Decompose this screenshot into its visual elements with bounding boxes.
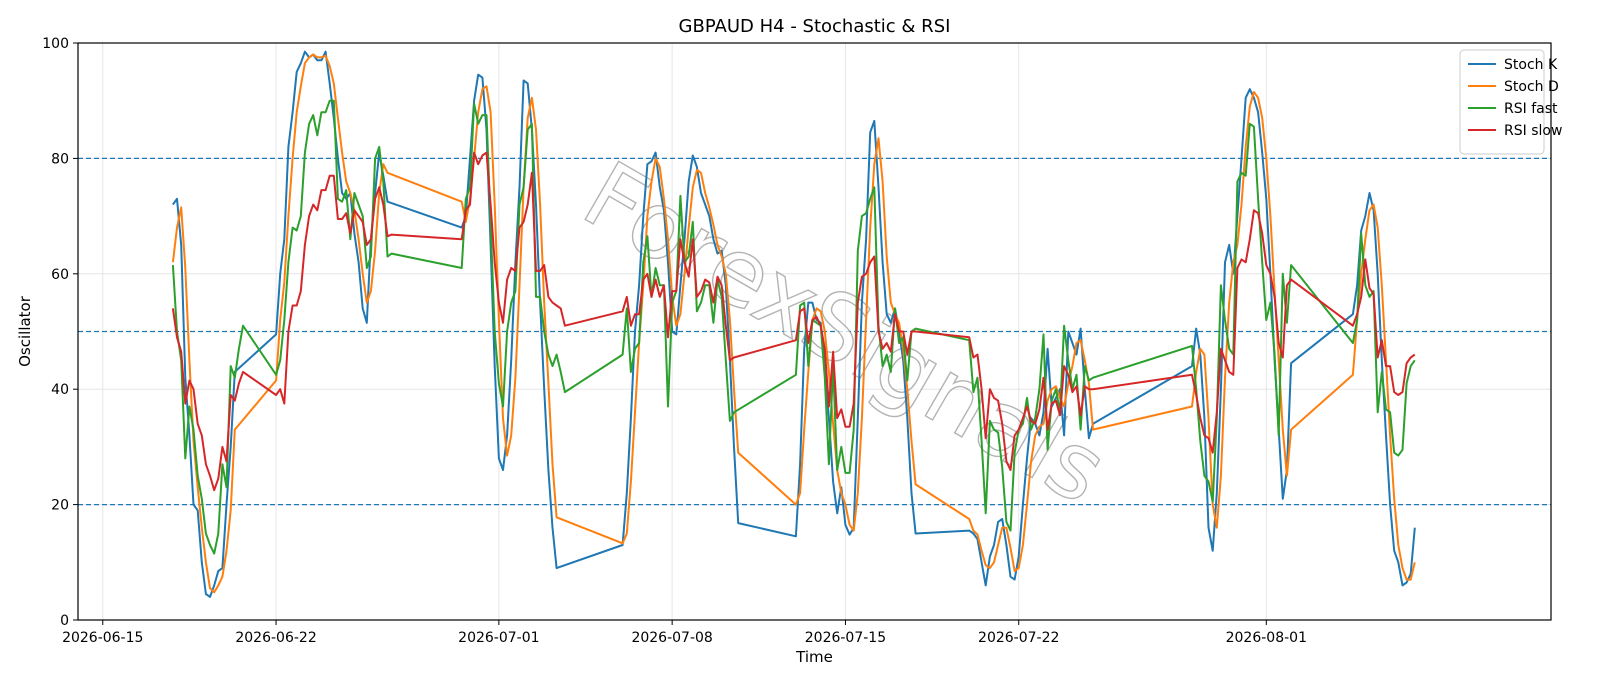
reference-lines (78, 157, 1551, 506)
y-tick-label: 60 (51, 267, 69, 283)
series-layer (171, 50, 1416, 598)
x-tick-label: 2026-08-01 (1226, 630, 1307, 646)
legend-label: Stoch K (1504, 57, 1558, 73)
x-tick-label: 2026-06-22 (235, 630, 316, 646)
x-tick-label: 2026-07-15 (805, 630, 886, 646)
y-tick-label: 40 (51, 382, 69, 398)
legend-box (1459, 49, 1545, 155)
series-line-rsi-slow (171, 151, 1416, 492)
plot-frame (77, 42, 1552, 621)
x-axis-title: Time (795, 648, 833, 666)
legend: Stoch K Stoch D RSI fast RSI slow (1459, 49, 1562, 155)
chart-title: GBPAUD H4 - Stochastic & RSI (679, 16, 951, 37)
legend-label: Stoch D (1504, 79, 1559, 95)
y-axis-title: Oscillator (16, 295, 34, 367)
y-tick-label: 20 (51, 498, 69, 514)
y-axis-ticks: 0 20 40 60 80 100 (42, 36, 78, 629)
series-line-stoch-d (171, 53, 1416, 594)
x-axis-ticks: 2026-06-15 2026-06-22 2026-07-01 2026-07-08… (62, 620, 1307, 646)
x-tick-label: 2026-07-22 (978, 630, 1059, 646)
y-tick-label: 0 (60, 613, 69, 629)
x-tick-label: 2026-07-08 (631, 630, 712, 646)
x-tick-label: 2026-06-15 (62, 630, 143, 646)
y-tick-label: 80 (51, 151, 69, 167)
y-tick-label: 100 (42, 36, 69, 52)
legend-label: RSI slow (1504, 123, 1562, 139)
series-line-rsi-fast (171, 99, 1416, 555)
x-tick-label: 2026-07-01 (458, 630, 539, 646)
legend-label: RSI fast (1504, 101, 1558, 117)
